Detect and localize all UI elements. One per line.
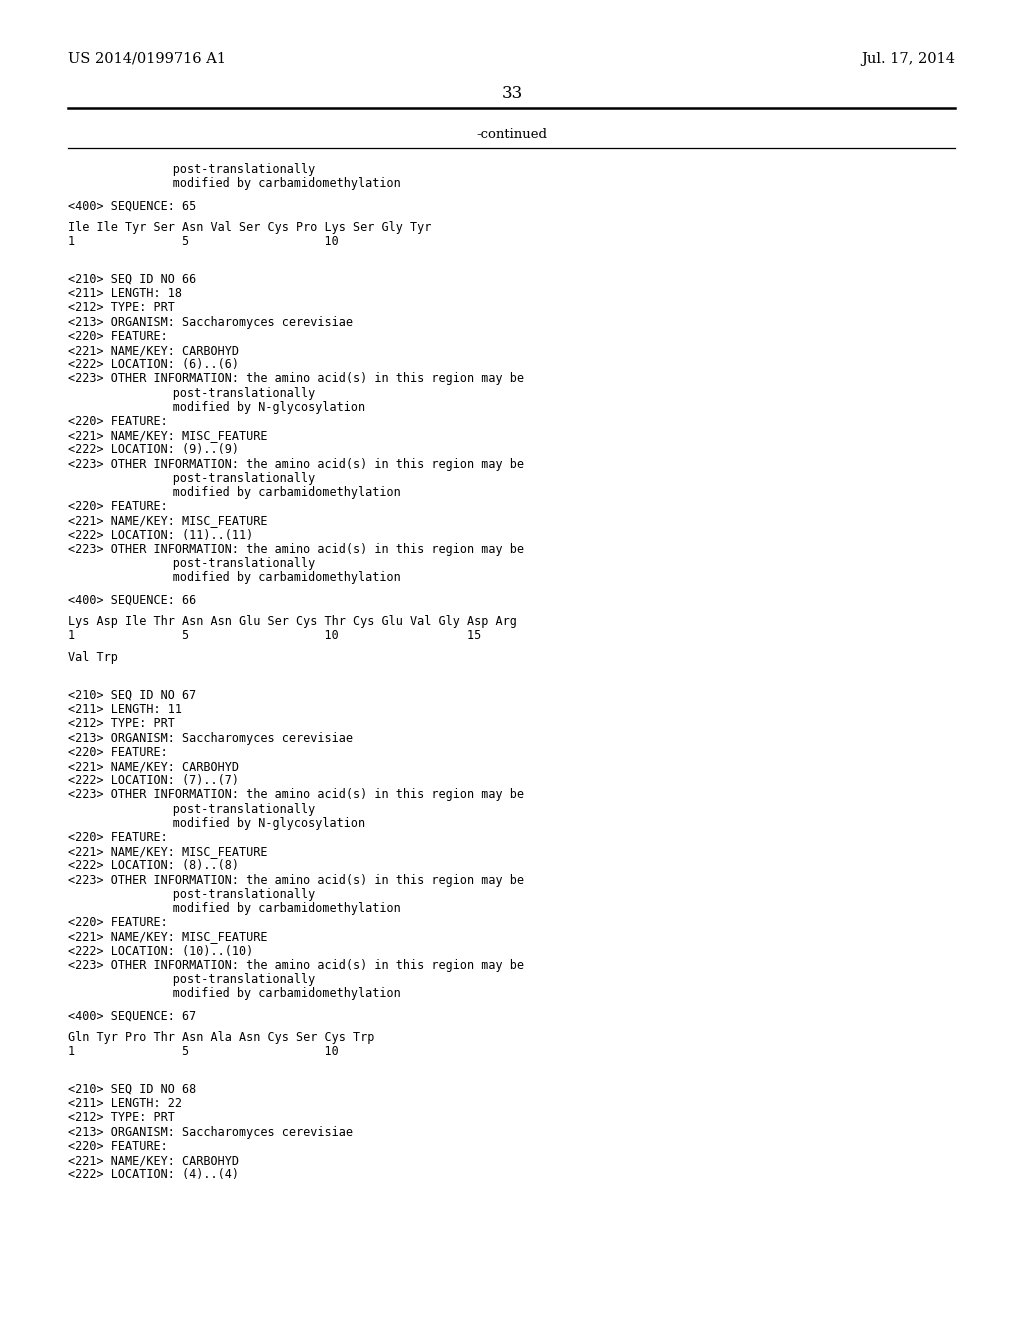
- Text: <210> SEQ ID NO 67: <210> SEQ ID NO 67: [68, 689, 197, 702]
- Text: <400> SEQUENCE: 65: <400> SEQUENCE: 65: [68, 199, 197, 213]
- Text: US 2014/0199716 A1: US 2014/0199716 A1: [68, 51, 226, 66]
- Text: <221> NAME/KEY: MISC_FEATURE: <221> NAME/KEY: MISC_FEATURE: [68, 515, 267, 528]
- Text: post-translationally: post-translationally: [130, 973, 315, 986]
- Text: <223> OTHER INFORMATION: the amino acid(s) in this region may be: <223> OTHER INFORMATION: the amino acid(…: [68, 543, 524, 556]
- Text: post-translationally: post-translationally: [130, 471, 315, 484]
- Text: -continued: -continued: [476, 128, 548, 141]
- Text: <211> LENGTH: 22: <211> LENGTH: 22: [68, 1097, 182, 1110]
- Text: <222> LOCATION: (8)..(8): <222> LOCATION: (8)..(8): [68, 859, 239, 873]
- Text: <223> OTHER INFORMATION: the amino acid(s) in this region may be: <223> OTHER INFORMATION: the amino acid(…: [68, 958, 524, 972]
- Text: Lys Asp Ile Thr Asn Asn Glu Ser Cys Thr Cys Glu Val Gly Asp Arg: Lys Asp Ile Thr Asn Asn Glu Ser Cys Thr …: [68, 615, 517, 628]
- Text: 1               5                   10: 1 5 10: [68, 235, 339, 248]
- Text: <220> FEATURE:: <220> FEATURE:: [68, 330, 168, 343]
- Text: Val Trp: Val Trp: [68, 651, 118, 664]
- Text: <221> NAME/KEY: CARBOHYD: <221> NAME/KEY: CARBOHYD: [68, 760, 239, 774]
- Text: <221> NAME/KEY: MISC_FEATURE: <221> NAME/KEY: MISC_FEATURE: [68, 845, 267, 858]
- Text: <213> ORGANISM: Saccharomyces cerevisiae: <213> ORGANISM: Saccharomyces cerevisiae: [68, 731, 353, 744]
- Text: <220> FEATURE:: <220> FEATURE:: [68, 500, 168, 513]
- Text: <212> TYPE: PRT: <212> TYPE: PRT: [68, 301, 175, 314]
- Text: modified by N-glycosylation: modified by N-glycosylation: [130, 817, 366, 830]
- Text: <223> OTHER INFORMATION: the amino acid(s) in this region may be: <223> OTHER INFORMATION: the amino acid(…: [68, 372, 524, 385]
- Text: <223> OTHER INFORMATION: the amino acid(s) in this region may be: <223> OTHER INFORMATION: the amino acid(…: [68, 458, 524, 471]
- Text: <212> TYPE: PRT: <212> TYPE: PRT: [68, 1111, 175, 1125]
- Text: <212> TYPE: PRT: <212> TYPE: PRT: [68, 717, 175, 730]
- Text: <210> SEQ ID NO 66: <210> SEQ ID NO 66: [68, 273, 197, 286]
- Text: modified by carbamidomethylation: modified by carbamidomethylation: [130, 572, 400, 585]
- Text: modified by N-glycosylation: modified by N-glycosylation: [130, 401, 366, 413]
- Text: <213> ORGANISM: Saccharomyces cerevisiae: <213> ORGANISM: Saccharomyces cerevisiae: [68, 315, 353, 329]
- Text: post-translationally: post-translationally: [130, 387, 315, 400]
- Text: <220> FEATURE:: <220> FEATURE:: [68, 414, 168, 428]
- Text: 1               5                   10: 1 5 10: [68, 1045, 339, 1059]
- Text: Ile Ile Tyr Ser Asn Val Ser Cys Pro Lys Ser Gly Tyr: Ile Ile Tyr Ser Asn Val Ser Cys Pro Lys …: [68, 222, 431, 234]
- Text: <220> FEATURE:: <220> FEATURE:: [68, 1139, 168, 1152]
- Text: <211> LENGTH: 18: <211> LENGTH: 18: [68, 288, 182, 300]
- Text: post-translationally: post-translationally: [130, 557, 315, 570]
- Text: <220> FEATURE:: <220> FEATURE:: [68, 832, 168, 843]
- Text: <222> LOCATION: (10)..(10): <222> LOCATION: (10)..(10): [68, 945, 253, 957]
- Text: <222> LOCATION: (7)..(7): <222> LOCATION: (7)..(7): [68, 775, 239, 787]
- Text: modified by carbamidomethylation: modified by carbamidomethylation: [130, 177, 400, 190]
- Text: <210> SEQ ID NO 68: <210> SEQ ID NO 68: [68, 1082, 197, 1096]
- Text: Jul. 17, 2014: Jul. 17, 2014: [861, 51, 955, 66]
- Text: <221> NAME/KEY: MISC_FEATURE: <221> NAME/KEY: MISC_FEATURE: [68, 429, 267, 442]
- Text: <222> LOCATION: (6)..(6): <222> LOCATION: (6)..(6): [68, 358, 239, 371]
- Text: <223> OTHER INFORMATION: the amino acid(s) in this region may be: <223> OTHER INFORMATION: the amino acid(…: [68, 788, 524, 801]
- Text: <223> OTHER INFORMATION: the amino acid(s) in this region may be: <223> OTHER INFORMATION: the amino acid(…: [68, 874, 524, 887]
- Text: post-translationally: post-translationally: [130, 803, 315, 816]
- Text: <400> SEQUENCE: 66: <400> SEQUENCE: 66: [68, 593, 197, 606]
- Text: <220> FEATURE:: <220> FEATURE:: [68, 746, 168, 759]
- Text: modified by carbamidomethylation: modified by carbamidomethylation: [130, 486, 400, 499]
- Text: post-translationally: post-translationally: [130, 888, 315, 900]
- Text: <400> SEQUENCE: 67: <400> SEQUENCE: 67: [68, 1010, 197, 1022]
- Text: <222> LOCATION: (11)..(11): <222> LOCATION: (11)..(11): [68, 528, 253, 541]
- Text: <211> LENGTH: 11: <211> LENGTH: 11: [68, 704, 182, 717]
- Text: <213> ORGANISM: Saccharomyces cerevisiae: <213> ORGANISM: Saccharomyces cerevisiae: [68, 1126, 353, 1139]
- Text: <221> NAME/KEY: MISC_FEATURE: <221> NAME/KEY: MISC_FEATURE: [68, 931, 267, 944]
- Text: <222> LOCATION: (4)..(4): <222> LOCATION: (4)..(4): [68, 1168, 239, 1181]
- Text: 1               5                   10                  15: 1 5 10 15: [68, 630, 481, 643]
- Text: <221> NAME/KEY: CARBOHYD: <221> NAME/KEY: CARBOHYD: [68, 345, 239, 356]
- Text: Gln Tyr Pro Thr Asn Ala Asn Cys Ser Cys Trp: Gln Tyr Pro Thr Asn Ala Asn Cys Ser Cys …: [68, 1031, 375, 1044]
- Text: modified by carbamidomethylation: modified by carbamidomethylation: [130, 987, 400, 1001]
- Text: 33: 33: [502, 84, 522, 102]
- Text: <222> LOCATION: (9)..(9): <222> LOCATION: (9)..(9): [68, 444, 239, 457]
- Text: <221> NAME/KEY: CARBOHYD: <221> NAME/KEY: CARBOHYD: [68, 1154, 239, 1167]
- Text: post-translationally: post-translationally: [130, 162, 315, 176]
- Text: modified by carbamidomethylation: modified by carbamidomethylation: [130, 902, 400, 915]
- Text: <220> FEATURE:: <220> FEATURE:: [68, 916, 168, 929]
